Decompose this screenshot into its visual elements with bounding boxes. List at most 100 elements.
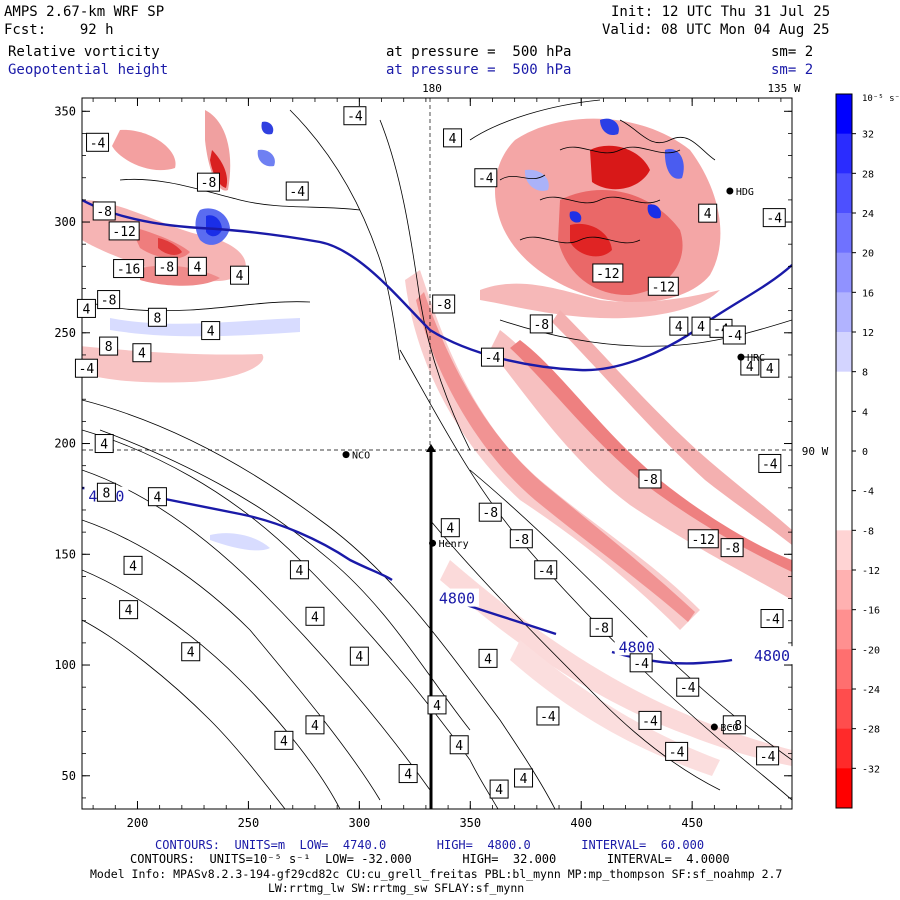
- colorbar-unit: 10⁻⁵ s⁻¹: [862, 94, 900, 104]
- model-title: AMPS 2.67-km WRF SP: [4, 4, 165, 20]
- negative-vorticity-core: [590, 145, 650, 190]
- station-label: HRC: [747, 353, 765, 364]
- field2-name: Geopotential height: [8, 62, 169, 78]
- vorticity-contour-label: -8: [158, 260, 174, 275]
- vorticity-label-box: [92, 201, 116, 221]
- colorbar-label: 16: [862, 288, 874, 299]
- vorticity-contour-label: 4: [193, 260, 201, 275]
- colorbar-label: 0: [862, 447, 868, 458]
- colorbar-label: 12: [862, 328, 874, 339]
- positive-vorticity-band: [210, 533, 270, 551]
- positive-vorticity-core: [206, 215, 222, 237]
- x-tick-label: 300: [349, 816, 371, 830]
- vorticity-label-box: [478, 502, 502, 522]
- vorticity-contour-label: 8: [105, 340, 113, 355]
- positive-vorticity-core: [600, 118, 619, 136]
- vorticity-contour-label: -8: [436, 298, 452, 313]
- station-label: NCO: [352, 451, 370, 462]
- vorticity-contour: [499, 319, 792, 347]
- negative-vorticity-band: [552, 310, 792, 545]
- x-axis: 200 250 300 350 400 450: [92, 98, 782, 830]
- vorticity-label-box: [74, 358, 98, 378]
- vorticity-label-box: [94, 434, 114, 454]
- vorticity-contour-label: -4: [766, 212, 782, 227]
- vorticity-label-box: [665, 741, 689, 761]
- vorticity-contour-label: 8: [154, 311, 162, 326]
- vorticity-label-box: [722, 715, 746, 735]
- vorticity-contour: [82, 519, 381, 801]
- vorticity-label-box: [589, 617, 613, 637]
- positive-vorticity-core: [569, 211, 582, 223]
- vorticity-label-box: [398, 764, 418, 784]
- negative-vorticity-core: [210, 150, 228, 188]
- vorticity-label-box: [147, 487, 167, 507]
- vorticity-contour-label: 4: [311, 610, 319, 625]
- colorbar-label: -4: [862, 487, 874, 498]
- forecast-hour: Fcst: 92 h: [4, 22, 114, 38]
- vorticity-contour-label: -8: [724, 542, 740, 557]
- colorbar-segment: [836, 689, 852, 730]
- colorbar-label: -20: [862, 645, 880, 656]
- vorticity-contour-label: 4: [697, 320, 705, 335]
- field2-level: at pressure = 500 hPa: [386, 62, 572, 78]
- colorbar-label: 32: [862, 130, 874, 141]
- vorticity-label-box: [274, 730, 294, 750]
- positive-vorticity-core: [257, 149, 275, 167]
- vorticity-contour-label: 4: [449, 132, 457, 147]
- vorticity-label-box: [592, 263, 624, 283]
- vorticity-label-box: [440, 518, 460, 538]
- positive-vorticity-core: [261, 121, 274, 135]
- vorticity-label-box: [132, 343, 152, 363]
- colorbar-segment: [836, 570, 852, 611]
- vorticity-contour-label: -4: [540, 710, 556, 725]
- vorticity-contour-label: 4: [138, 347, 146, 362]
- vorticity-label-box: [86, 132, 110, 152]
- vorticity-contour-label: 4: [100, 438, 108, 453]
- vorticity-label-box: [443, 128, 463, 148]
- colorbar-segment: [836, 728, 852, 769]
- vorticity-label-box: [687, 529, 719, 549]
- station-dot: [342, 451, 350, 459]
- station-markers: NCO Henry HDG HRC BCO: [342, 187, 765, 734]
- colorbar-segment: [836, 332, 852, 373]
- vorticity-contour-label: -12: [692, 533, 715, 548]
- vorticity-contour: [619, 119, 716, 161]
- vorticity-label-box: [147, 307, 167, 327]
- station-label: HDG: [736, 187, 754, 198]
- height-label-bg: [614, 637, 659, 656]
- x-tick-label: 250: [238, 816, 260, 830]
- vorticity-contour-label: 4: [404, 768, 412, 783]
- vorticity-contour-label: -4: [538, 564, 554, 579]
- vorticity-label-box: [720, 538, 744, 558]
- colorbar-segment: [836, 530, 852, 571]
- colorbar-label: 20: [862, 249, 874, 260]
- vorticity-contour-label: -4: [347, 110, 363, 125]
- vorticity-contour-label: 4: [675, 320, 683, 335]
- vorticity-contour-label: 4: [484, 652, 492, 667]
- colorbar-segment: [836, 609, 852, 650]
- vorticity-fill-layer: [82, 110, 792, 776]
- vorticity-contour-label: -8: [101, 294, 117, 309]
- vorticity-label-box: [123, 555, 143, 575]
- x-tick-label: 450: [681, 816, 703, 830]
- vorticity-label-box: [676, 677, 700, 697]
- vorticity-contour: [82, 429, 499, 809]
- colorbar-label: -28: [862, 725, 880, 736]
- vorticity-label-box: [756, 746, 780, 766]
- colorbar-segment: [836, 173, 852, 214]
- vorticity-contour-label: -8: [642, 473, 658, 488]
- y-tick-label: 50: [62, 769, 76, 783]
- vorticity-contour-label: -4: [726, 329, 742, 344]
- lon-180-label: 180: [422, 82, 442, 95]
- negative-vorticity-band: [440, 560, 792, 766]
- vorticity-contour-label: -4: [669, 745, 685, 760]
- vorticity-label-box: [758, 453, 782, 473]
- vorticity-contour: [379, 119, 471, 451]
- height-contour-4800: [149, 494, 393, 582]
- colorbar-segment: [836, 411, 852, 452]
- init-time: Init: 12 UTC Thu 31 Jul 25: [611, 4, 831, 20]
- vorticity-label-box: [289, 560, 309, 580]
- field1-name: Relative vorticity: [8, 44, 160, 60]
